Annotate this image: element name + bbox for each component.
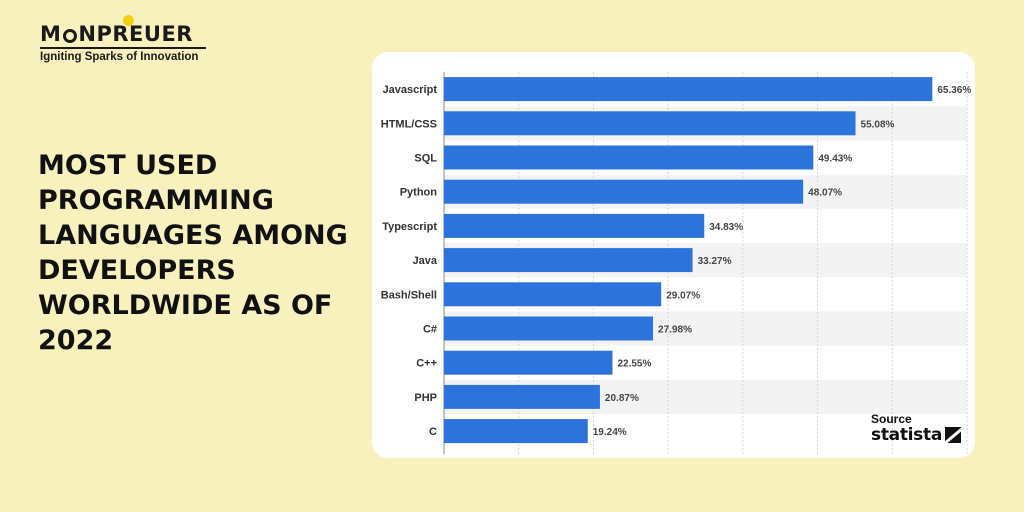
category-label: SQL — [414, 153, 437, 165]
chart-card: Javascript 65.36% HTML/CSS 55.08% SQL 49.43% P… — [372, 52, 975, 458]
spark-icon — [123, 15, 134, 26]
bar — [444, 384, 600, 409]
brand-wordmark: M NPREUER — [40, 15, 206, 46]
statista-wordmark: statista — [871, 425, 942, 445]
category-label: Typescript — [382, 221, 437, 233]
page-title: MOST USED PROGRAMMING LANGUAGES AMONG DE… — [38, 150, 348, 356]
data-label: 48.07% — [808, 188, 842, 199]
category-label: C++ — [416, 358, 437, 370]
bar — [444, 316, 654, 341]
data-label: 65.36% — [937, 85, 971, 96]
moon-icon — [63, 29, 78, 43]
data-label: 55.08% — [861, 119, 895, 130]
bar — [444, 145, 814, 170]
category-label: PHP — [414, 392, 437, 404]
bar — [444, 111, 856, 136]
data-label: 27.98% — [658, 325, 692, 336]
category-label: C# — [423, 324, 437, 336]
brand-logo: M NPREUER Igniting Sparks of Innovation — [40, 15, 206, 63]
data-label: 49.43% — [818, 154, 852, 165]
bar-chart: Javascript 65.36% HTML/CSS 55.08% SQL 49.43% P… — [381, 72, 971, 455]
source-brand-row: statista — [871, 426, 961, 444]
data-label: 29.07% — [666, 290, 700, 301]
bar — [444, 179, 804, 204]
category-label: Javascript — [383, 84, 438, 96]
bar — [444, 213, 705, 238]
category-label: C — [429, 426, 437, 438]
category-label: Java — [413, 255, 438, 267]
category-label: HTML/CSS — [381, 118, 437, 130]
source-attribution: Source statista — [871, 413, 961, 444]
bar — [444, 77, 933, 102]
bar — [444, 282, 662, 307]
logo-divider — [40, 47, 206, 49]
category-label: Bash/Shell — [381, 289, 437, 301]
bar — [444, 248, 693, 273]
data-label: 19.24% — [593, 427, 627, 438]
data-label: 20.87% — [605, 393, 639, 404]
brand-tagline: Igniting Sparks of Innovation — [40, 51, 199, 63]
bar — [444, 350, 613, 375]
data-label: 33.27% — [698, 256, 732, 267]
data-label: 22.55% — [617, 359, 651, 370]
bar — [444, 419, 588, 444]
data-label: 34.83% — [709, 222, 743, 233]
category-label: Python — [400, 187, 438, 199]
statista-logo-icon — [945, 427, 961, 443]
brand-name-start: M — [40, 22, 62, 46]
brand-name-end: NPREUER — [78, 22, 193, 46]
source-label: Source — [871, 412, 912, 426]
